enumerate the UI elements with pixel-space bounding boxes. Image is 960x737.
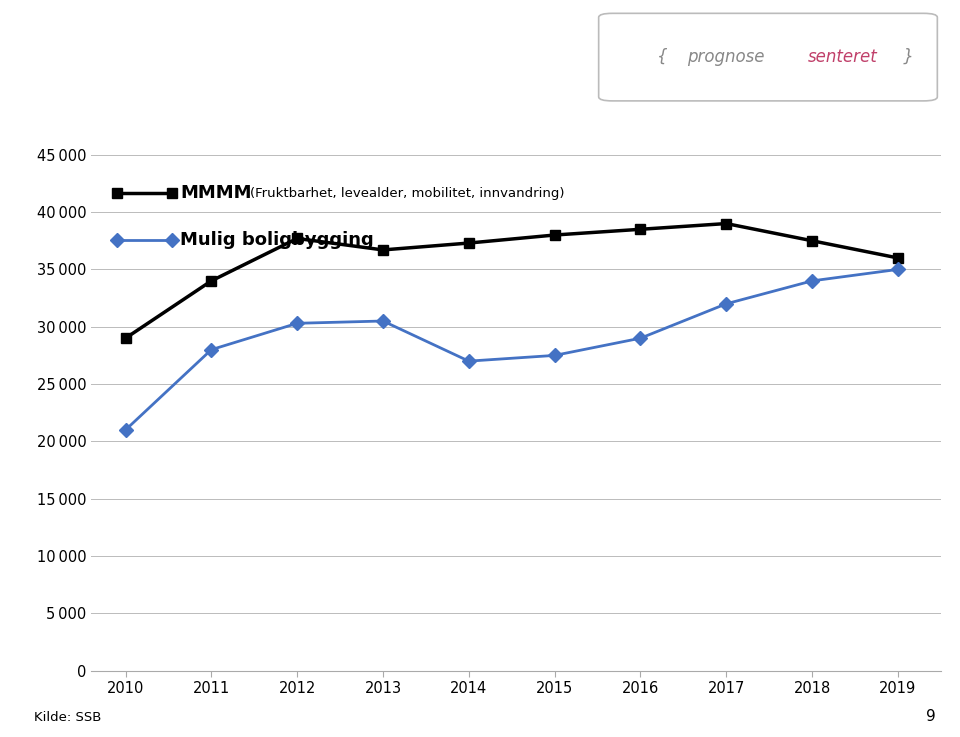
Text: 9: 9 — [926, 709, 936, 724]
Text: Kilde: SSB: Kilde: SSB — [34, 710, 101, 724]
Text: Befolkningsdrevet del av boligetterspørselen:: Befolkningsdrevet del av boligetterspørs… — [23, 25, 390, 40]
Text: }: } — [898, 48, 914, 66]
Text: prognose: prognose — [686, 48, 764, 66]
Text: MMMM: MMMM — [180, 184, 252, 203]
Text: {: { — [658, 48, 673, 66]
Text: (Fruktbarhet, levealder, mobilitet, innvandring): (Fruktbarhet, levealder, mobilitet, innv… — [250, 187, 564, 200]
Text: Mulig boligbygging: Mulig boligbygging — [180, 231, 374, 249]
Text: Beregnet vekst i antall husholdninger ved: Beregnet vekst i antall husholdninger ve… — [23, 55, 360, 70]
Text: senteret: senteret — [807, 48, 877, 66]
Text: middelsalternativet for befolkningsutviklingen: middelsalternativet for befolkningsutvik… — [23, 85, 395, 99]
